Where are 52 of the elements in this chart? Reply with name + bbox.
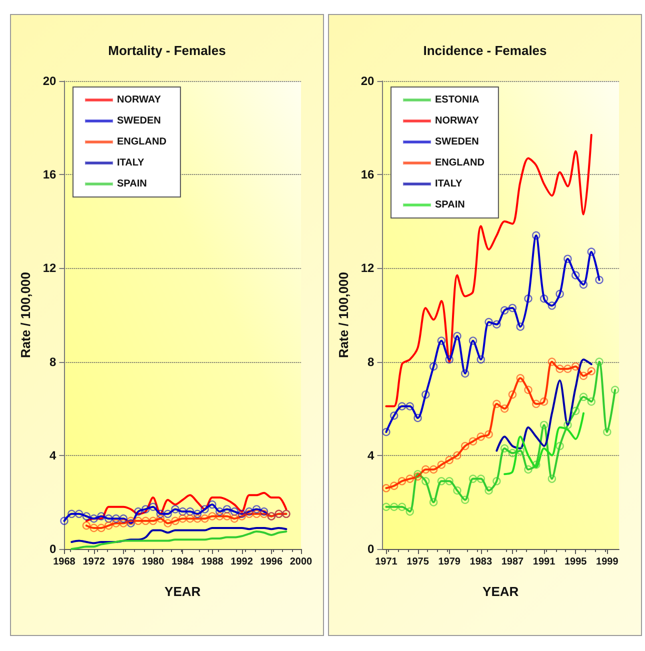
x-tick-label: 1996 xyxy=(260,556,283,568)
x-tick-label: 1971 xyxy=(375,556,398,568)
x-tick-label: 1995 xyxy=(564,556,588,568)
y-tick-label: 12 xyxy=(42,261,57,276)
x-tick-label: 2000 xyxy=(290,556,313,568)
line-series xyxy=(504,412,584,476)
x-axis-title: YEAR xyxy=(164,584,202,599)
legend-label: ENGLAND xyxy=(435,158,484,168)
line-series xyxy=(385,134,592,408)
legend-label: NORWAY xyxy=(435,116,480,126)
legend-label: NORWAY xyxy=(117,94,162,106)
legend-label: ITALY xyxy=(117,158,145,168)
y-tick-label: 8 xyxy=(368,354,375,369)
y-tick-label: 8 xyxy=(50,354,57,369)
legend-label: SPAIN xyxy=(435,200,465,210)
y-tick-label: 0 xyxy=(50,542,57,556)
x-tick-label: 1972 xyxy=(82,556,106,568)
y-tick-label: 12 xyxy=(360,261,375,276)
y-tick-label: 0 xyxy=(368,542,375,556)
x-tick-label: 1980 xyxy=(142,556,165,568)
x-tick-label: 1999 xyxy=(596,556,619,568)
legend-label: SWEDEN xyxy=(117,116,161,126)
line-series xyxy=(70,526,288,544)
y-tick-label: 16 xyxy=(42,168,57,182)
x-tick-label: 1968 xyxy=(53,556,76,568)
x-tick-label: 1983 xyxy=(470,556,492,568)
x-axis-title: YEAR xyxy=(482,584,520,599)
y-tick-label: 4 xyxy=(50,448,57,462)
line-series xyxy=(85,492,288,522)
legend-label: ITALY xyxy=(435,178,463,190)
line-series xyxy=(70,530,288,550)
x-tick-label: 1988 xyxy=(201,556,224,568)
x-tick-label: 1979 xyxy=(438,556,461,568)
legend-label: ESTONIA xyxy=(435,94,480,106)
line-series xyxy=(496,358,592,452)
y-axis-title: Rate / 100,000 xyxy=(18,272,33,358)
y-tick-label: 20 xyxy=(360,74,375,88)
x-tick-label: 1976 xyxy=(112,556,135,568)
legend-label: SPAIN xyxy=(117,178,147,190)
chart-title: Incidence - Females xyxy=(423,43,547,58)
x-tick-label: 1975 xyxy=(406,556,430,568)
y-tick-label: 20 xyxy=(42,74,57,88)
x-tick-label: 1992 xyxy=(230,556,254,568)
y-axis-title: Rate / 100,000 xyxy=(336,272,351,358)
y-tick-label: 4 xyxy=(368,448,375,462)
x-tick-label: 1991 xyxy=(532,556,556,568)
chart-title: Mortality - Females xyxy=(108,43,226,58)
legend-label: ENGLAND xyxy=(117,136,166,148)
legend-label: SWEDEN xyxy=(435,136,479,148)
x-tick-label: 1987 xyxy=(501,556,524,568)
y-tick-label: 16 xyxy=(360,168,375,182)
x-tick-label: 1984 xyxy=(172,556,194,568)
